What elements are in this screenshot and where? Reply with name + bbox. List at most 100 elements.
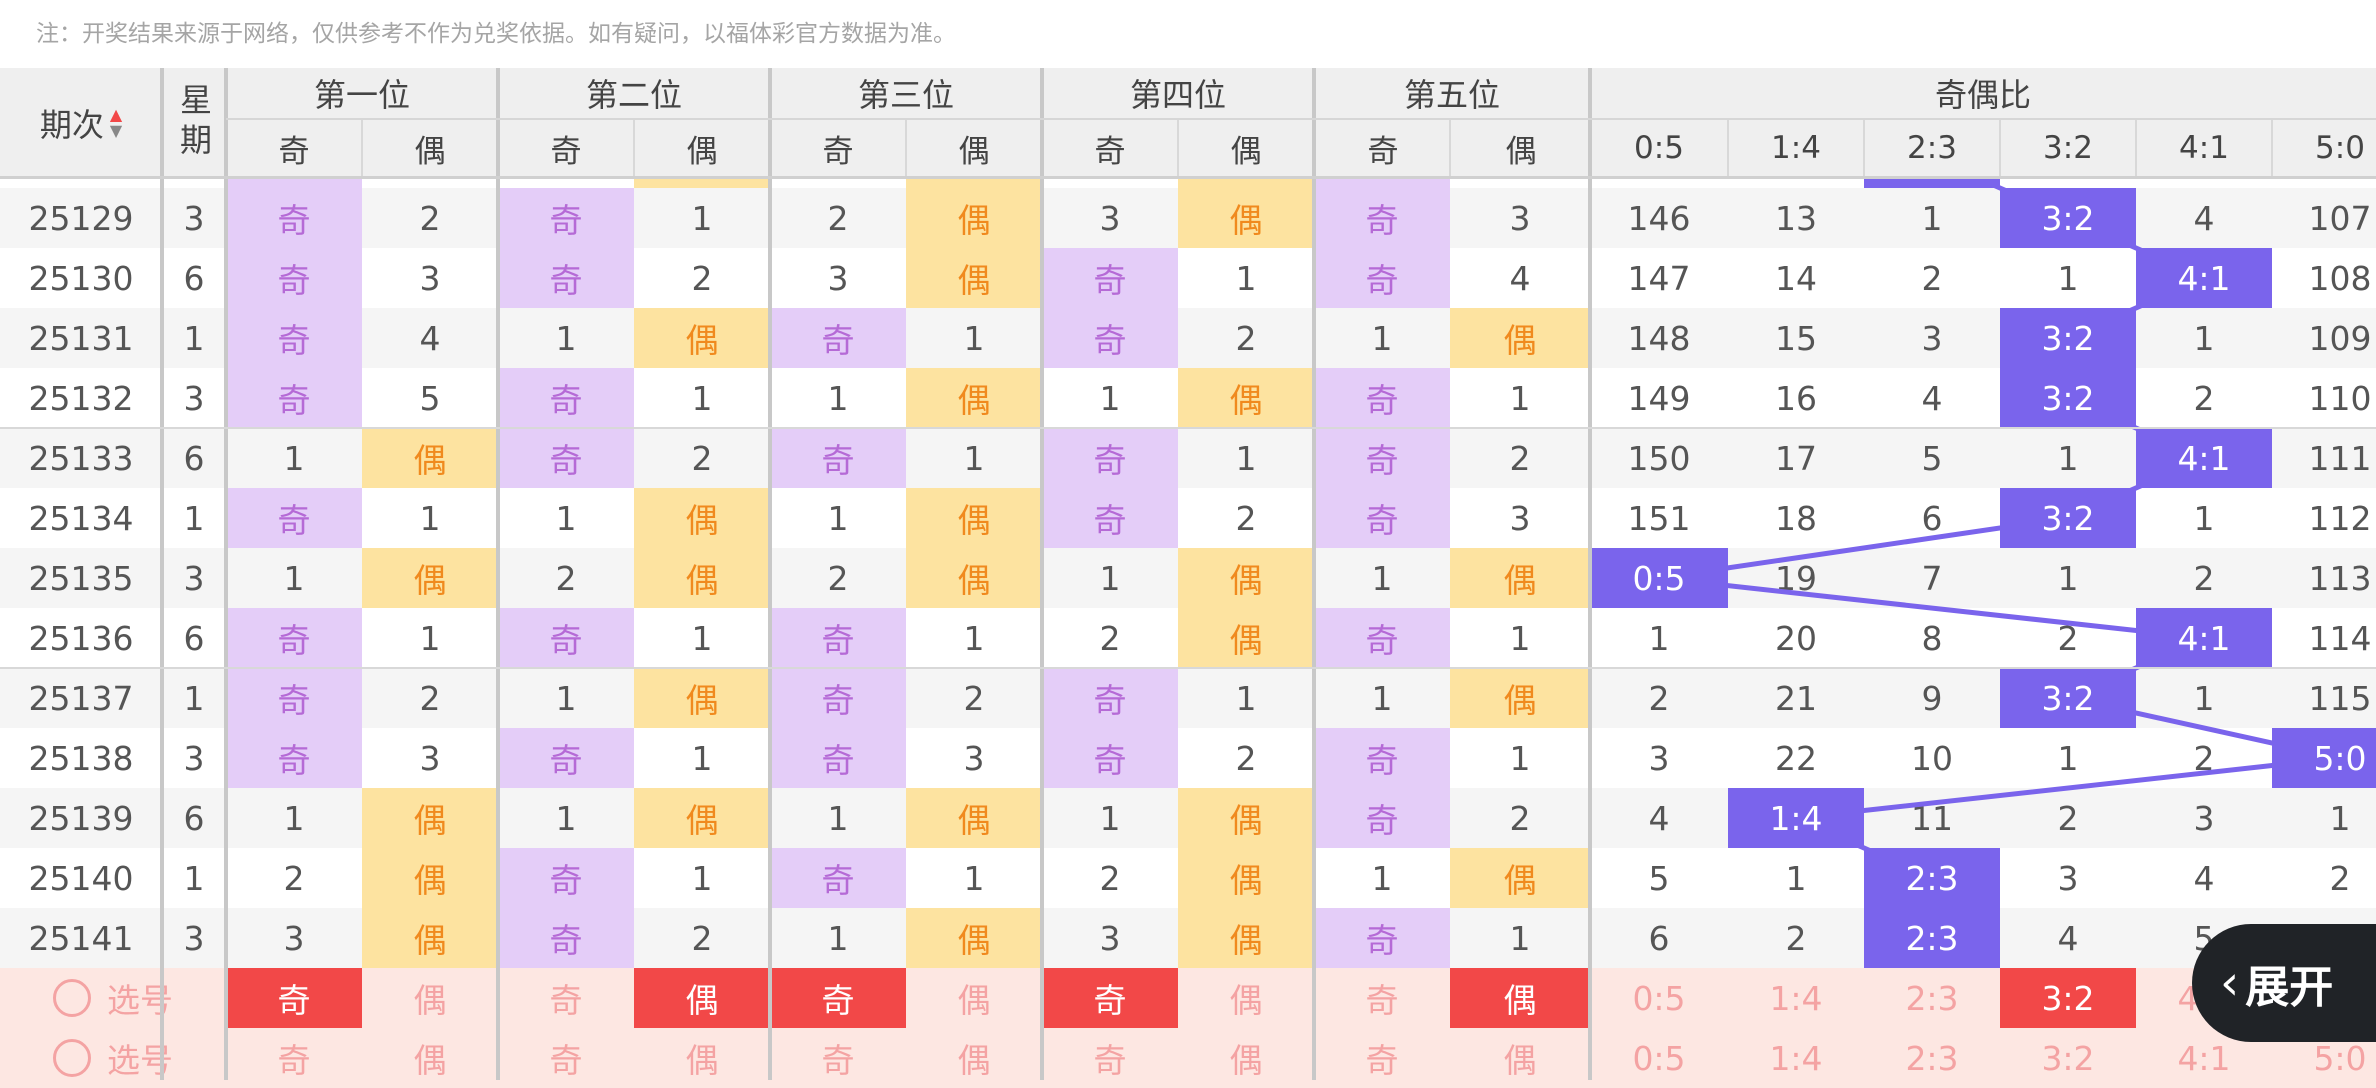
ratio-cell: 2 <box>1921 258 1943 298</box>
select-button[interactable]: 奇 <box>1365 1041 1399 1080</box>
position-header: 第五位 <box>1314 68 1590 118</box>
even-cell: 2 <box>419 198 441 238</box>
select-button[interactable]: 偶 <box>1229 1041 1263 1080</box>
even-cell: 1 <box>963 318 985 358</box>
even-cell: 2 <box>691 918 713 958</box>
position-header: 第三位 <box>770 68 1042 118</box>
even-cell: 偶 <box>362 548 498 608</box>
period-label: 期次 <box>39 106 104 144</box>
disclaimer-note: 注：开奖结果来源于网络，仅供参考不作为兑奖依据。如有疑问，以福体彩官方数据为准。 <box>36 21 956 47</box>
odd-cell: 1 <box>827 378 849 418</box>
expand-button[interactable]: ‹ 展开 <box>2192 924 2376 1042</box>
select-even-button[interactable]: 偶 <box>1450 968 1590 1028</box>
select-ratio-button[interactable]: 2:3 <box>1905 1038 1959 1078</box>
select-button[interactable]: 偶 <box>957 1041 991 1080</box>
select-odd-button[interactable]: 奇 <box>226 968 362 1028</box>
odd-subheader: 奇 <box>770 118 906 178</box>
odd-cell: 奇 <box>1042 728 1178 788</box>
select-ratio-button[interactable]: 3:2 <box>2041 1038 2095 1078</box>
even-cell: 偶 <box>634 788 770 848</box>
period-cell: 25137 <box>28 678 134 718</box>
divider <box>1588 68 1592 1080</box>
even-cell: 2 <box>963 678 985 718</box>
odd-cell: 1 <box>827 798 849 838</box>
divider <box>633 118 635 178</box>
odd-cell: 奇 <box>498 368 634 428</box>
ratio-cell: 114 <box>2308 618 2372 658</box>
odd-cell: 1 <box>1099 558 1121 598</box>
odd-cell: 奇 <box>226 488 362 548</box>
period-cell: 25136 <box>28 618 134 658</box>
even-subheader: 偶 <box>362 118 498 178</box>
select-ratio-button[interactable]: 5:0 <box>2313 1038 2367 1078</box>
select-ratio-button[interactable]: 1:4 <box>1769 978 1823 1018</box>
select-button[interactable]: 偶 <box>1503 1041 1537 1080</box>
ratio-cell: 5 <box>1921 438 1943 478</box>
select-even-button[interactable]: 偶 <box>1229 981 1263 1020</box>
ratio-cell: 1 <box>2193 678 2215 718</box>
even-cell: 1 <box>691 198 713 238</box>
ratio-cell: 1 <box>2193 318 2215 358</box>
select-ratio-button[interactable]: 2:3 <box>1905 978 1959 1018</box>
even-cell: 偶 <box>1178 908 1314 968</box>
select-odd-button[interactable]: 奇 <box>1042 968 1178 1028</box>
week-header: 星期 <box>162 68 226 178</box>
table-row <box>0 668 2376 728</box>
radio-icon[interactable] <box>53 979 91 1017</box>
select-odd-button[interactable]: 奇 <box>549 981 583 1020</box>
select-button[interactable]: 偶 <box>685 1041 719 1080</box>
odd-cell: 奇 <box>226 608 362 668</box>
select-ratio-button[interactable]: 4:1 <box>2177 1038 2231 1078</box>
odd-cell: 奇 <box>1314 488 1450 548</box>
even-cell: 偶 <box>906 188 1042 248</box>
select-button[interactable]: 奇 <box>277 1041 311 1080</box>
ratio-cell: 2:3 <box>1864 848 2000 908</box>
even-cell: 偶 <box>906 488 1042 548</box>
select-odd-button[interactable]: 奇 <box>1365 981 1399 1020</box>
ratio-cell: 1 <box>2057 558 2079 598</box>
even-cell: 偶 <box>634 488 770 548</box>
week-cell: 3 <box>183 198 205 238</box>
odd-cell: 奇 <box>226 668 362 728</box>
ratio-cell: 1 <box>2057 738 2079 778</box>
select-button[interactable]: 奇 <box>821 1041 855 1080</box>
ratio-cell: 148 <box>1627 318 1691 358</box>
select-even-button[interactable]: 偶 <box>957 981 991 1020</box>
odd-cell: 1 <box>1371 858 1393 898</box>
period-header[interactable]: 期次 ▲ ▼ <box>0 68 162 178</box>
odd-cell: 1 <box>1099 378 1121 418</box>
select-ratio-button[interactable]: 0:5 <box>1632 1038 1686 1078</box>
select-button[interactable]: 偶 <box>413 1041 447 1080</box>
ratio-cell: 22 <box>1775 738 1817 778</box>
ratio-cell: 5:0 <box>2272 728 2376 788</box>
position-header: 第四位 <box>1042 68 1314 118</box>
odd-cell: 1 <box>555 318 577 358</box>
ratio-cell: 3 <box>2057 858 2079 898</box>
ratio-cell: 8 <box>1921 618 1943 658</box>
select-even-button[interactable]: 偶 <box>413 981 447 1020</box>
odd-cell: 2 <box>827 198 849 238</box>
ratio-cell: 20 <box>1775 618 1817 658</box>
select-ratio-button[interactable]: 0:5 <box>1632 978 1686 1018</box>
even-cell: 4 <box>1509 258 1531 298</box>
select-label[interactable]: 选号 <box>0 968 226 1028</box>
odd-cell: 奇 <box>1042 308 1178 368</box>
select-odd-button[interactable]: 奇 <box>770 968 906 1028</box>
radio-icon[interactable] <box>53 1039 91 1077</box>
sort-icon[interactable]: ▲ ▼ <box>109 105 123 140</box>
odd-subheader: 奇 <box>226 118 362 178</box>
select-button[interactable]: 奇 <box>1093 1041 1127 1080</box>
odd-cell: 奇 <box>498 728 634 788</box>
period-cell: 25135 <box>28 558 134 598</box>
even-cell: 偶 <box>906 368 1042 428</box>
odd-cell: 奇 <box>1314 248 1450 308</box>
ratio-cell: 109 <box>2308 318 2372 358</box>
select-label[interactable]: 选号 <box>0 1028 226 1088</box>
odd-cell: 奇 <box>1314 368 1450 428</box>
even-cell: 偶 <box>634 548 770 608</box>
select-ratio-button[interactable]: 3:2 <box>2000 968 2136 1028</box>
select-ratio-button[interactable]: 1:4 <box>1769 1038 1823 1078</box>
select-button[interactable]: 奇 <box>549 1041 583 1080</box>
odd-cell: 奇 <box>770 608 906 668</box>
select-even-button[interactable]: 偶 <box>634 968 770 1028</box>
